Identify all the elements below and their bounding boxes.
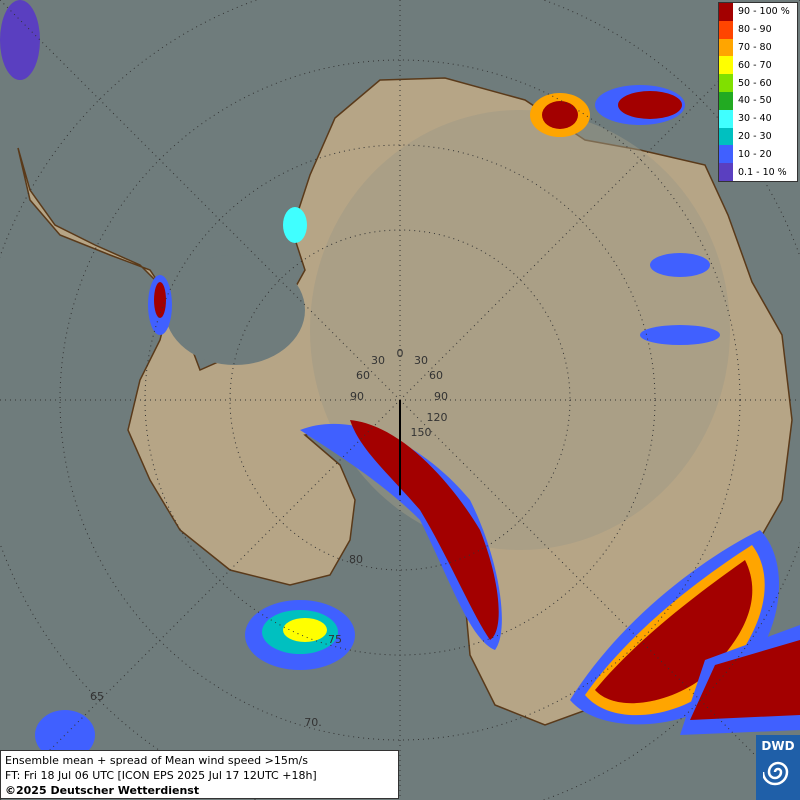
legend-label: 90 - 100 %: [738, 6, 790, 18]
legend-swatch: [719, 3, 733, 21]
wind-area: [690, 640, 800, 720]
wind-area: [154, 282, 166, 318]
legend-label: 30 - 40: [738, 113, 772, 125]
wind-area: [650, 253, 710, 277]
legend-swatch: [719, 163, 733, 181]
wind-area: [300, 423, 502, 650]
legend-swatch: [719, 109, 733, 128]
plateau: [310, 110, 730, 550]
graticule-label: 0: [397, 347, 404, 360]
caption-line: ©2025 Deutscher Wetterdienst: [5, 784, 200, 797]
legend: 90 - 100 % 80 - 90 70 - 80 60 - 70 50 - 60 40…: [718, 2, 798, 182]
legend-entry: 80 - 90: [719, 20, 797, 39]
legend-swatch: [719, 127, 733, 146]
legend-label: 0.1 - 10 %: [738, 166, 787, 178]
legend-entry: 10 - 20: [719, 145, 797, 164]
legend-swatch: [719, 56, 733, 75]
legend-entry: 60 - 70: [719, 56, 797, 75]
wind-area: [0, 0, 40, 80]
legend-label: 60 - 70: [738, 59, 772, 71]
graticule-label: 80: [349, 553, 363, 566]
legend-entry: 50 - 60: [719, 74, 797, 92]
legend-swatch: [719, 74, 733, 92]
wind-area: [542, 101, 578, 129]
legend-swatch: [719, 145, 733, 164]
wind-area: [640, 325, 720, 345]
caption: Ensemble mean + spread of Mean wind spee…: [0, 750, 399, 799]
legend-entry: 90 - 100 %: [719, 3, 797, 21]
legend-entry: 40 - 50: [719, 91, 797, 110]
graticule-label: 30: [371, 354, 385, 367]
graticule-label: 90: [350, 390, 364, 403]
legend-entry: 20 - 30: [719, 127, 797, 146]
wind-area: [283, 207, 307, 243]
logo: DWD: [756, 735, 800, 800]
graticule-label: 120: [427, 411, 448, 424]
graticule-label: 150: [411, 426, 432, 439]
caption-line: Ensemble mean + spread of Mean wind spee…: [5, 754, 308, 767]
legend-entry: 0.1 - 10 %: [719, 163, 797, 181]
legend-label: 40 - 50: [738, 95, 772, 107]
legend-entry: 70 - 80: [719, 38, 797, 57]
graticule-label: 75: [328, 633, 342, 646]
graticule-label: 65: [90, 690, 104, 703]
weddell-sea: [165, 255, 305, 365]
wind-area: [35, 710, 95, 760]
legend-label: 50 - 60: [738, 77, 772, 89]
wind-areas: [0, 0, 800, 760]
wind-area: [283, 618, 327, 642]
legend-label: 20 - 30: [738, 130, 772, 142]
legend-label: 10 - 20: [738, 148, 772, 160]
graticule-label: 30: [414, 354, 428, 367]
legend-label: 70 - 80: [738, 41, 772, 53]
legend-entry: 30 - 40: [719, 109, 797, 128]
logo-text: DWD: [761, 739, 795, 753]
logo-icon: [761, 761, 789, 786]
caption-line: FT: Fri 18 Jul 06 UTC [ICON EPS 2025 Jul…: [5, 769, 317, 782]
legend-swatch: [719, 20, 733, 39]
graticule-label: 90: [434, 390, 448, 403]
legend-label: 80 - 90: [738, 24, 772, 36]
graticule-label: 70.: [304, 716, 322, 729]
graticule-label: 60: [356, 369, 370, 382]
legend-swatch: [719, 38, 733, 57]
graticule-label: 60: [429, 369, 443, 382]
wind-area: [350, 420, 499, 640]
legend-swatch: [719, 91, 733, 110]
wind-area: [618, 91, 682, 119]
